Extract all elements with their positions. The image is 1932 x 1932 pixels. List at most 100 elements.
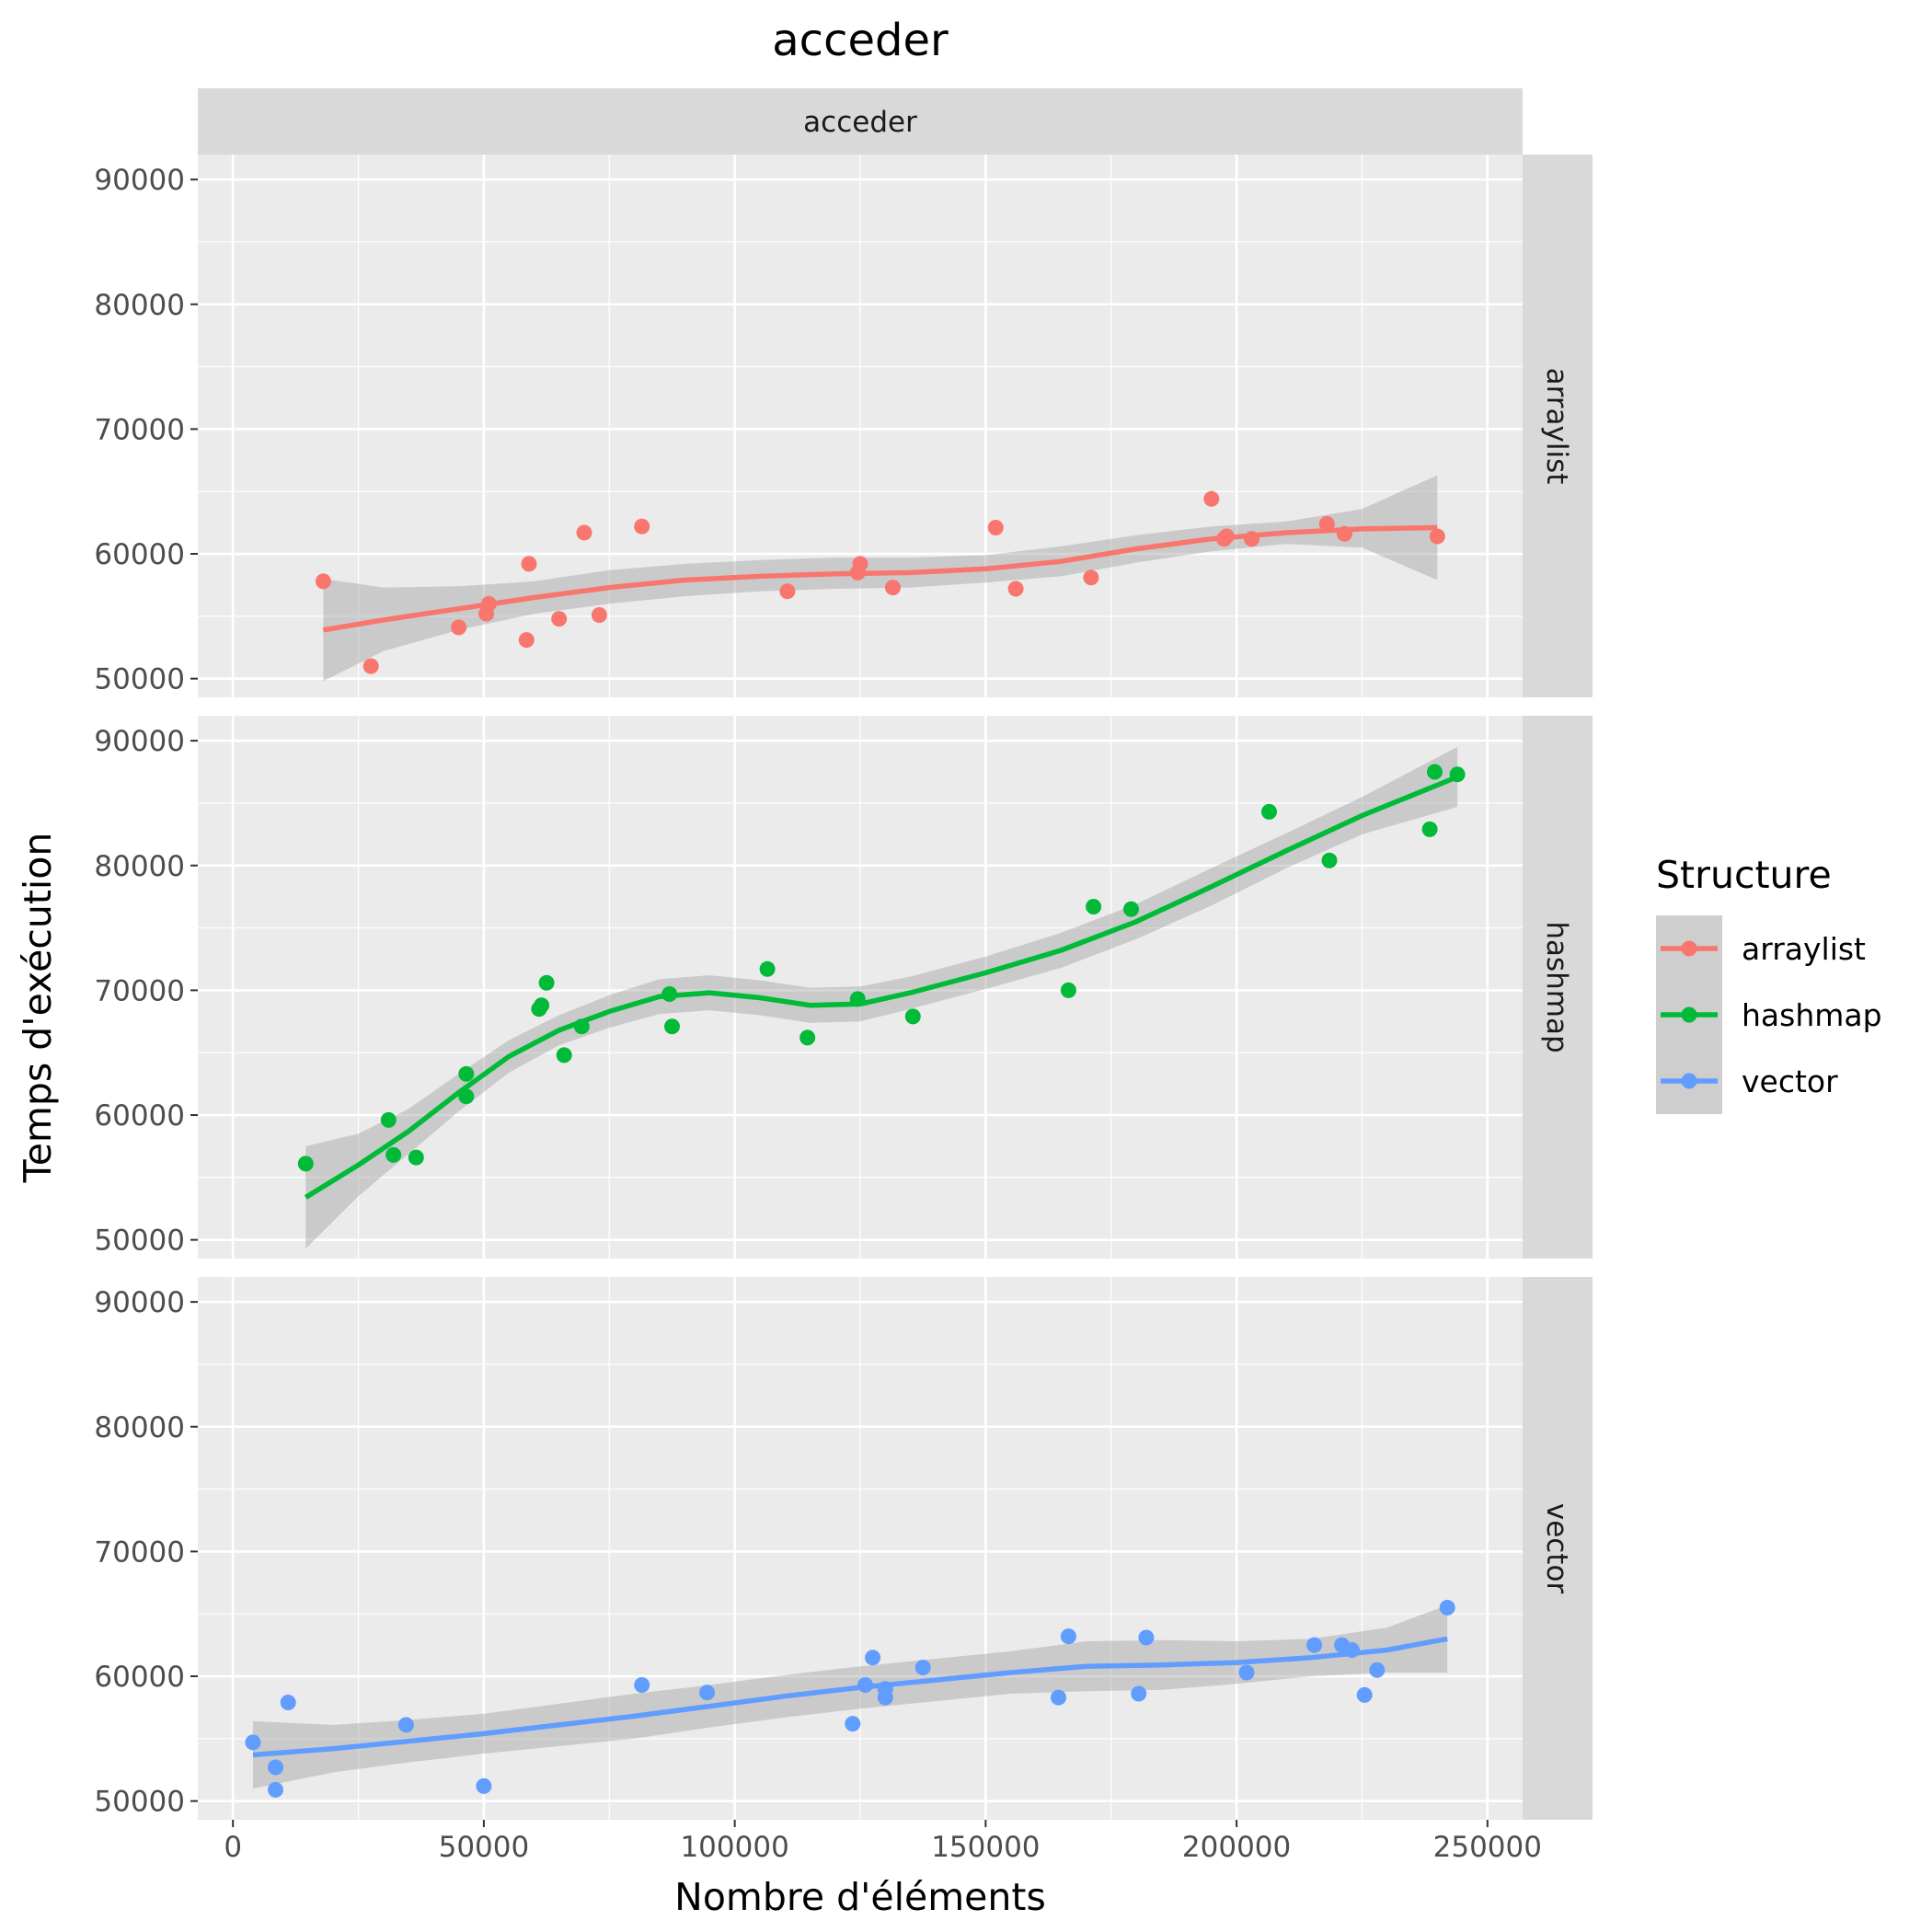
data-point-vector: [699, 1685, 716, 1701]
data-point-hashmap: [556, 1047, 572, 1064]
x-tick-label: 200000: [1182, 1831, 1291, 1864]
y-tick-label: 80000: [94, 1411, 185, 1444]
data-point-hashmap: [380, 1111, 397, 1128]
y-tick-label: 90000: [94, 164, 185, 197]
data-point-hashmap: [1060, 982, 1076, 998]
y-tick-label: 60000: [94, 1661, 185, 1694]
data-point-hashmap: [297, 1156, 314, 1172]
y-tick-label: 70000: [94, 413, 185, 446]
data-point-vector: [845, 1716, 861, 1732]
row-strip-label: vector: [1540, 1503, 1573, 1594]
data-point-vector: [1131, 1685, 1147, 1702]
legend-key-point-vector: [1681, 1073, 1697, 1089]
data-point-arraylist: [1007, 581, 1024, 597]
x-axis-title: Nombre d'éléments: [674, 1875, 1046, 1919]
data-point-arraylist: [779, 583, 796, 600]
data-point-hashmap: [1261, 803, 1277, 820]
panel-vector: 50000 60000 70000 80000 90000 vector: [94, 1277, 1593, 1820]
data-point-arraylist: [987, 520, 1004, 535]
data-point-hashmap: [759, 960, 776, 977]
data-point-arraylist: [315, 573, 331, 590]
data-point-arraylist: [362, 658, 379, 674]
row-strip-label: arraylist: [1540, 368, 1573, 485]
data-point-vector: [1356, 1686, 1373, 1703]
data-point-hashmap: [1421, 821, 1438, 837]
confidence-band-arraylist: [323, 475, 1438, 682]
x-tick-label: 250000: [1433, 1831, 1542, 1864]
data-point-arraylist: [521, 556, 537, 572]
data-point-arraylist: [1203, 490, 1220, 507]
row-strip-vector: [1523, 1277, 1593, 1820]
y-tick-label: 80000: [94, 850, 185, 883]
column-strip: [198, 88, 1523, 155]
y-tick-label: 50000: [94, 663, 185, 696]
y-tick-label: 80000: [94, 289, 185, 322]
data-point-arraylist: [885, 580, 901, 596]
panel-arraylist: 50000 60000 70000 80000 90000 arraylist: [94, 155, 1593, 697]
data-point-hashmap: [664, 1018, 680, 1035]
x-axis: 0 50000 100000 150000 200000 250000: [224, 1820, 1542, 1864]
legend-key-point-hashmap: [1681, 1006, 1697, 1023]
data-point-arraylist: [1318, 516, 1335, 532]
row-strip-hashmap: [1523, 716, 1593, 1259]
chart-title: acceder: [772, 15, 949, 66]
data-point-hashmap: [1321, 852, 1338, 868]
legend-label-arraylist: arraylist: [1742, 931, 1866, 967]
legend: Structure arraylist hashmap vector: [1656, 853, 1882, 1114]
data-point-vector: [634, 1677, 650, 1693]
data-point-vector: [1238, 1664, 1255, 1681]
y-tick-label: 90000: [94, 725, 185, 758]
data-point-vector: [877, 1689, 893, 1706]
y-tick-label: 60000: [94, 538, 185, 571]
data-point-vector: [245, 1734, 261, 1751]
data-point-vector: [1060, 1628, 1076, 1645]
data-point-arraylist: [576, 524, 592, 541]
data-point-arraylist: [451, 619, 467, 636]
data-point-vector: [1369, 1662, 1386, 1678]
y-tick-label: 90000: [94, 1286, 185, 1319]
x-tick-label: 150000: [931, 1831, 1040, 1864]
data-point-hashmap: [1086, 899, 1102, 914]
data-point-arraylist: [518, 632, 535, 649]
data-point-arraylist: [1083, 569, 1099, 586]
data-point-vector: [914, 1660, 931, 1675]
data-point-arraylist: [591, 607, 607, 623]
row-strip-label: hashmap: [1540, 921, 1573, 1052]
data-point-arraylist: [852, 556, 868, 572]
data-point-vector: [397, 1717, 414, 1733]
y-tick-label: 50000: [94, 1225, 185, 1258]
data-point-hashmap: [534, 997, 550, 1014]
legend-label-vector: vector: [1742, 1064, 1838, 1099]
x-tick-label: 50000: [439, 1831, 530, 1864]
data-point-vector: [268, 1759, 283, 1776]
x-tick-label: 100000: [680, 1831, 788, 1864]
column-strip-label: acceder: [803, 106, 917, 139]
data-point-vector: [268, 1781, 283, 1798]
panel-hashmap: 50000 60000 70000 80000 90000 hashmap: [94, 716, 1593, 1259]
fit-line-arraylist: [322, 524, 1438, 633]
data-point-hashmap: [538, 974, 555, 991]
confidence-band-vector: [253, 1604, 1448, 1789]
data-point-hashmap: [408, 1149, 424, 1166]
data-point-hashmap: [1123, 901, 1139, 917]
data-point-vector: [280, 1695, 296, 1710]
data-point-vector: [1306, 1637, 1323, 1653]
legend-key-point-arraylist: [1681, 940, 1697, 957]
data-point-arraylist: [551, 611, 568, 627]
data-point-vector: [1138, 1629, 1155, 1646]
legend-title: Structure: [1656, 853, 1832, 897]
y-tick-label: 50000: [94, 1786, 185, 1819]
fit-line-vector: [252, 1636, 1448, 1758]
data-point-hashmap: [904, 1008, 921, 1025]
data-point-hashmap: [385, 1146, 402, 1163]
data-point-vector: [865, 1650, 881, 1666]
data-point-arraylist: [634, 518, 650, 535]
fit-line-hashmap: [304, 774, 1459, 1200]
legend-keys: arraylist hashmap vector: [1656, 915, 1882, 1114]
x-tick-label: 0: [224, 1831, 242, 1864]
legend-label-hashmap: hashmap: [1742, 997, 1882, 1033]
y-tick-label: 70000: [94, 974, 185, 1007]
data-point-hashmap: [458, 1065, 475, 1082]
y-tick-label: 60000: [94, 1099, 185, 1133]
